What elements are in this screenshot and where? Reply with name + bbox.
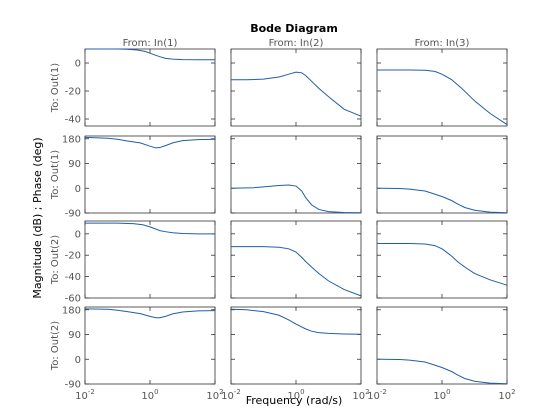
response-line-r3-c2 <box>231 246 362 297</box>
y-tick-label: 0 <box>75 229 81 240</box>
y-tick-label: -20 <box>65 251 81 262</box>
response-line-r4-c1 <box>84 308 216 319</box>
axes-box <box>376 135 508 214</box>
axes-box <box>230 220 362 299</box>
y-tick-label: 0 <box>75 355 81 366</box>
row-label-4: To: Out(2) <box>50 321 61 371</box>
row-label-3: To: Out(2) <box>50 235 61 285</box>
axes-box <box>376 48 508 127</box>
x-tick-label-base: 10 <box>498 391 511 402</box>
axes-box <box>230 306 362 385</box>
subplot-r4-c1: 180 90 0 -90 <box>62 305 216 391</box>
axes-box <box>84 306 216 385</box>
y-tick-label: 180 <box>62 134 81 145</box>
x-tick-label-exponent: -2 <box>88 388 95 396</box>
y-tick-label: 90 <box>68 330 81 341</box>
x-tick-label: 102 <box>206 388 223 402</box>
column-header-3: From: In(3) <box>415 38 470 49</box>
y-tick-label: -60 <box>65 294 81 305</box>
x-tick-label-base: 10 <box>206 391 219 402</box>
subplot-r2-c3 <box>376 135 508 214</box>
y-tick-label: 180 <box>62 305 81 316</box>
subplot-r1-c3 <box>376 48 508 127</box>
x-tick-label-exponent: 0 <box>154 388 158 396</box>
axes-box <box>230 135 362 214</box>
y-tick-label: -90 <box>65 380 81 391</box>
subplot-r4-c3 <box>376 306 508 385</box>
x-tick-label: 10-2 <box>75 388 95 402</box>
subplot-r1-c1: 0 -20 -40 <box>65 48 216 127</box>
response-line-r1-c3 <box>377 69 508 126</box>
y-tick-label: -20 <box>65 87 81 98</box>
y-tick-label: -40 <box>65 115 81 126</box>
subplot-r2-c1: 180 90 0 -90 <box>62 134 216 220</box>
response-line-r2-c3 <box>376 187 508 214</box>
x-tick-label-exponent: -2 <box>234 388 241 396</box>
column-header-1: From: In(1) <box>123 38 178 49</box>
axes-box <box>376 220 508 299</box>
x-tick-label: 100 <box>433 388 450 402</box>
y-tick-label: 0 <box>75 59 81 70</box>
x-tick-label: 10-2 <box>221 388 241 402</box>
chart-title: Bode Diagram <box>250 22 338 35</box>
column-header-2: From: In(2) <box>269 38 324 49</box>
y-tick-label: -90 <box>65 209 81 220</box>
x-tick-label-base: 10 <box>141 391 154 402</box>
axes-box <box>84 220 216 299</box>
x-tick-label-exponent: 0 <box>300 388 304 396</box>
response-line-r3-c3 <box>377 242 508 286</box>
response-line-r4-c2 <box>230 308 362 335</box>
axes-box <box>376 306 508 385</box>
axes-box <box>84 48 216 127</box>
subplot-grid: From: In(1) From: In(2) From: In(3) To: Out… <box>50 38 516 402</box>
subplot-r3-c2 <box>230 220 362 299</box>
subplot-r1-c2 <box>230 48 362 127</box>
row-label-2: To: Out(1) <box>50 150 61 200</box>
y-axis-label: Magnitude (dB) ; Phase (deg) <box>31 137 44 298</box>
x-tick-label-base: 10 <box>433 391 446 402</box>
response-line-r3-c1 <box>85 222 215 235</box>
y-tick-label: 90 <box>68 159 81 170</box>
subplot-r3-c1: 0 -20 -40 -60 <box>65 220 216 305</box>
response-line-r2-c2 <box>230 184 362 214</box>
y-tick-label: -40 <box>65 272 81 283</box>
axes-box <box>230 48 362 127</box>
x-tick-label-exponent: 2 <box>219 388 223 396</box>
x-tick-label-base: 10 <box>287 391 300 402</box>
y-tick-label: 0 <box>75 184 81 195</box>
x-tick-label-base: 10 <box>75 391 88 402</box>
x-tick-label-exponent: 2 <box>511 388 515 396</box>
row-label-1: To: Out(1) <box>50 63 61 113</box>
response-line-r1-c1 <box>85 48 215 61</box>
x-tick-label: 100 <box>287 388 304 402</box>
axes-box <box>84 135 216 214</box>
x-axis-label: Frequency (rad/s) <box>246 394 343 407</box>
x-tick-label: 10-2 <box>367 388 387 402</box>
subplot-r3-c3 <box>376 220 508 299</box>
response-line-r1-c2 <box>231 71 362 117</box>
x-tick-label: 102 <box>352 388 369 402</box>
response-line-r4-c3 <box>376 358 508 385</box>
subplot-r2-c2 <box>230 135 362 214</box>
x-tick-label-base: 10 <box>367 391 380 402</box>
x-tick-label-base: 10 <box>352 391 365 402</box>
x-tick-label-exponent: -2 <box>380 388 387 396</box>
x-tick-label-base: 10 <box>221 391 234 402</box>
subplot-r4-c2 <box>230 306 362 385</box>
x-tick-label: 100 <box>141 388 158 402</box>
x-tick-label-exponent: 0 <box>446 388 450 396</box>
x-tick-label: 102 <box>498 388 515 402</box>
x-tick-label-exponent: 2 <box>365 388 369 396</box>
response-line-r2-c1 <box>84 136 216 149</box>
